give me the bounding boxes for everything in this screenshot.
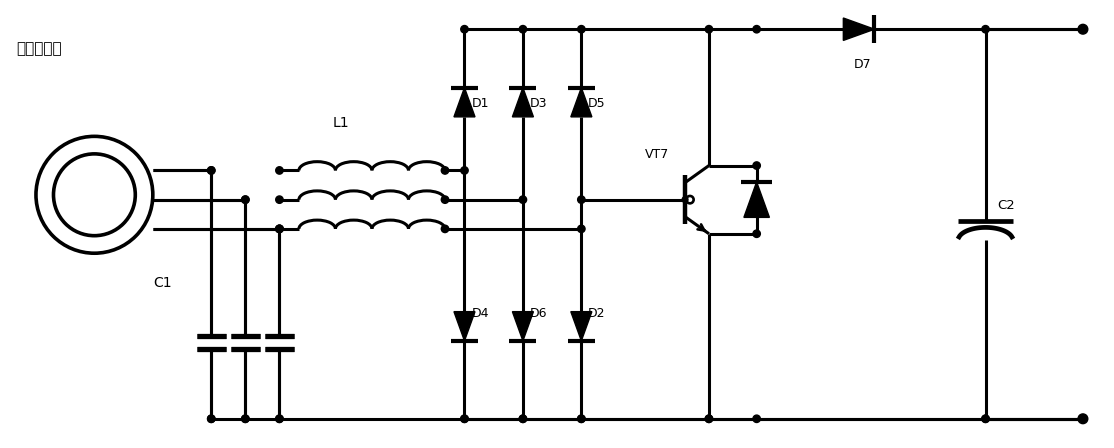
Circle shape [276,415,283,422]
Text: D2: D2 [588,306,606,319]
Circle shape [207,167,215,174]
Text: D5: D5 [588,97,606,110]
Circle shape [461,415,468,422]
Text: D3: D3 [530,97,547,110]
Text: D7: D7 [854,58,871,71]
Circle shape [981,415,989,422]
Text: C2: C2 [997,199,1015,212]
Text: L1: L1 [333,116,350,129]
Polygon shape [744,182,770,217]
Circle shape [1078,414,1087,424]
Circle shape [981,415,989,422]
Circle shape [441,167,449,174]
Circle shape [578,196,585,203]
Circle shape [519,415,527,422]
Circle shape [461,415,468,422]
Circle shape [578,415,585,422]
Circle shape [207,415,215,422]
Polygon shape [512,88,534,117]
Text: D1: D1 [471,97,489,110]
Polygon shape [455,88,475,117]
Text: 风力发电机: 风力发电机 [17,42,62,56]
Polygon shape [512,312,534,341]
Circle shape [519,26,527,33]
Polygon shape [570,312,592,341]
Circle shape [461,167,468,174]
Circle shape [276,167,283,174]
Circle shape [242,196,250,203]
Text: C1: C1 [153,276,172,290]
Circle shape [682,197,688,202]
Circle shape [461,26,468,33]
Text: D6: D6 [530,306,547,319]
Circle shape [242,415,250,422]
Circle shape [519,415,527,422]
Circle shape [242,415,250,422]
Circle shape [519,196,527,203]
Circle shape [578,415,585,422]
Circle shape [276,225,283,233]
Circle shape [276,225,283,233]
Circle shape [276,415,283,422]
Circle shape [981,26,989,33]
Circle shape [207,167,215,174]
Circle shape [441,196,449,203]
Circle shape [1078,24,1087,34]
Circle shape [578,26,585,33]
Circle shape [207,415,215,422]
Circle shape [242,196,250,203]
Circle shape [705,26,713,33]
Polygon shape [570,88,592,117]
Circle shape [753,230,761,237]
Circle shape [753,162,761,169]
Circle shape [753,415,761,422]
Circle shape [578,225,585,233]
Polygon shape [455,312,475,341]
Circle shape [441,225,449,233]
Polygon shape [843,18,874,40]
Circle shape [276,225,283,233]
Circle shape [705,415,713,422]
Text: D4: D4 [471,306,489,319]
Circle shape [753,26,761,33]
Text: VT7: VT7 [645,148,668,161]
Circle shape [705,415,713,422]
Circle shape [276,196,283,203]
